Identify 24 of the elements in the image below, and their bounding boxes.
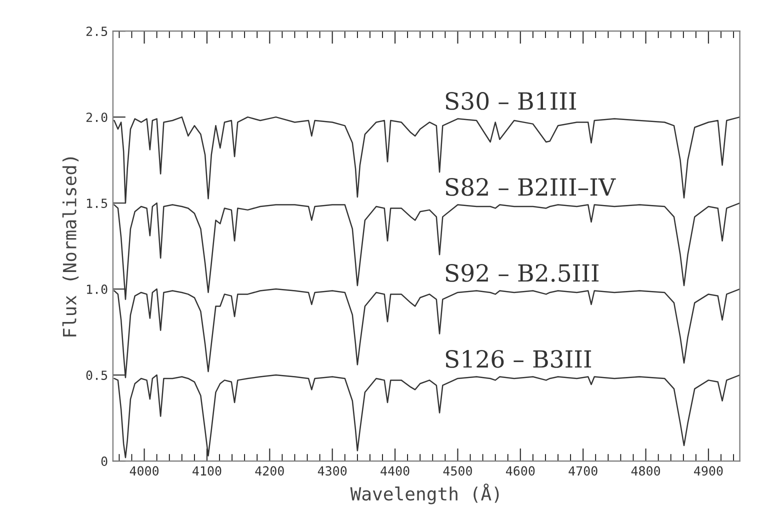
- y-tick-label: 0.5: [86, 370, 108, 380]
- x-tick-label: 4200: [255, 466, 284, 476]
- series-label: S82 – B2III–IV: [446, 178, 616, 196]
- x-tick-label: 4000: [130, 466, 159, 476]
- y-tick-label: 0: [101, 456, 108, 466]
- y-tick-label: 2.5: [86, 26, 108, 36]
- series-label: S126 – B3III: [446, 350, 592, 368]
- x-tick-label: 4600: [506, 466, 535, 476]
- y-axis-title: Flux (Normalised): [62, 157, 79, 336]
- y-tick-label: 1.0: [87, 284, 108, 294]
- y-tick-label: 1.5: [87, 198, 108, 208]
- x-tick-label: 4100: [192, 466, 222, 476]
- x-tick-label: 4900: [694, 466, 723, 476]
- x-tick-label: 4800: [631, 466, 660, 476]
- x-tick-label: 4300: [318, 466, 347, 476]
- x-axis-title: Wavelength (Å): [350, 484, 499, 504]
- y-tick-label: 2.0: [86, 112, 108, 122]
- x-tick-label: 4500: [443, 466, 472, 476]
- x-tick-label: 4700: [568, 466, 598, 476]
- series-label: S92 – B2.5III: [446, 264, 599, 282]
- line-series: [114, 116, 740, 204]
- x-tick-label: 4400: [380, 466, 410, 476]
- line-series: [114, 374, 740, 458]
- series-label: S30 – B1III: [446, 92, 576, 110]
